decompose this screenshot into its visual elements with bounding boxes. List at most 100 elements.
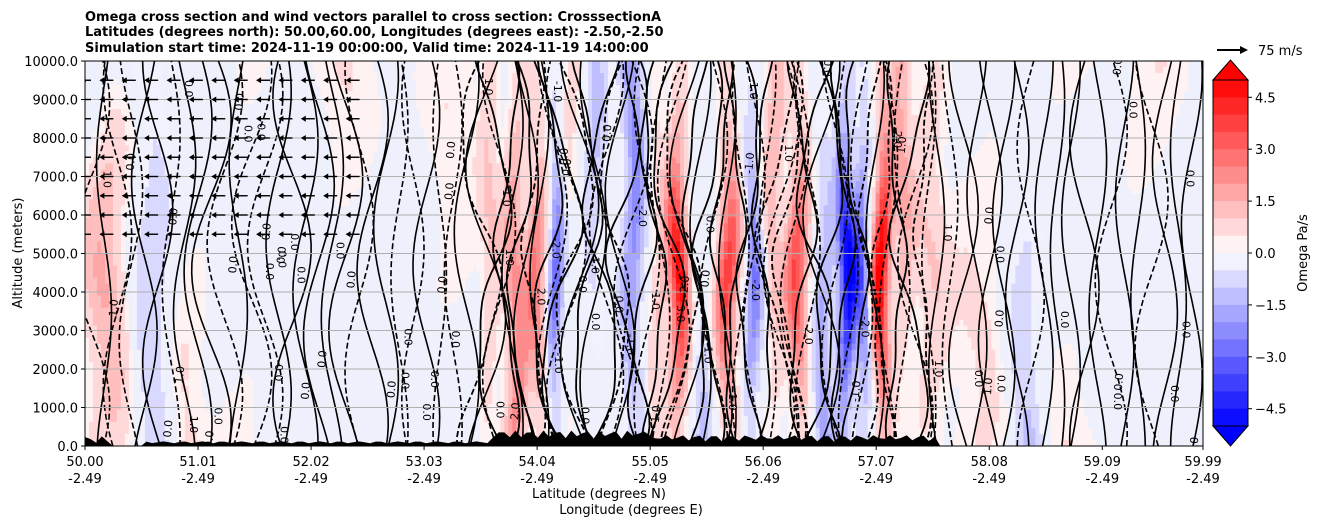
omega-cell [504,355,509,363]
omega-cell [488,415,493,423]
omega-cell [188,307,194,315]
omega-cell [532,373,537,381]
omega-cell [92,409,98,417]
omega-cell [152,151,158,158]
omega-cell [140,331,146,339]
omega-cell [248,421,254,429]
omega-cell [520,301,525,309]
omega-cell [600,289,605,297]
omega-cell [544,181,549,188]
omega-cell [556,97,561,104]
omega-cell [516,385,521,393]
omega-cell [472,193,477,200]
omega-cell [516,217,521,225]
omega-cell [92,373,98,381]
omega-cell [596,115,601,122]
omega-cell [616,85,621,92]
omega-cell [588,277,593,285]
omega-cell [544,205,549,212]
omega-cell [663,253,669,261]
omega-cell [440,103,445,110]
omega-cell [584,85,589,92]
omega-cell [460,91,465,98]
omega-cell [336,181,342,188]
omega-cell [372,115,378,122]
omega-cell [675,259,681,267]
omega-cell [85,409,90,417]
omega-cell [492,331,497,339]
omega-cell [100,187,106,194]
omega-cell [556,139,561,146]
omega-cell [156,343,162,351]
omega-cell [508,169,513,176]
omega-cell [500,373,505,381]
omega-cell [448,103,453,110]
omega-cell [160,415,166,423]
omega-cell [148,271,154,279]
omega-cell [671,73,677,80]
omega-cell [651,133,657,140]
omega-cell [675,61,681,68]
omega-cell [88,289,94,297]
omega-cell [600,229,605,237]
omega-cell [148,181,154,188]
omega-cell [671,97,677,104]
omega-cell [196,253,202,261]
omega-cell [655,361,661,369]
omega-cell [460,97,465,104]
omega-cell [667,247,673,255]
omega-cell [528,139,533,146]
omega-cell [116,151,122,158]
omega-cell [671,91,677,98]
omega-cell [120,301,126,309]
omega-cell [348,127,354,134]
omega-cell [464,235,469,243]
omega-cell [671,325,677,333]
omega-cell [196,283,202,291]
omega-cell [675,277,681,285]
omega-cell [200,427,206,435]
omega-cell [164,133,170,140]
omega-cell [120,109,126,116]
omega-cell [460,133,465,140]
omega-cell [520,367,525,375]
omega-cell [488,199,493,206]
omega-cell [188,289,194,297]
omega-cell [124,199,130,206]
omega-cell [675,241,681,249]
omega-cell [136,343,142,351]
omega-cell [96,139,102,146]
omega-cell [488,337,493,345]
omega-cell [440,145,445,152]
omega-cell [508,85,513,92]
omega-cell [116,205,122,212]
omega-cell [552,103,557,110]
omega-cell [244,391,250,399]
omega-cell [512,169,517,176]
omega-cell [683,73,689,80]
omega-cell [636,421,641,429]
omega-cell [528,313,533,321]
omega-cell [536,79,541,86]
omega-cell [440,109,445,116]
omega-cell [192,433,198,441]
omega-cell [620,373,625,381]
omega-cell [667,205,673,212]
omega-cell [644,151,649,158]
omega-cell [140,79,146,86]
omega-cell [468,265,473,273]
omega-cell [85,295,90,303]
omega-cell [508,115,513,122]
omega-cell [588,67,593,74]
omega-cell [512,259,517,267]
omega-cell [663,421,669,429]
omega-cell [468,67,473,74]
omega-cell [424,97,429,104]
omega-cell [655,343,661,351]
omega-cell [564,103,569,110]
omega-cell [528,391,533,399]
omega-cell [376,115,382,122]
omega-cell [480,223,485,231]
omega-cell [520,199,525,206]
